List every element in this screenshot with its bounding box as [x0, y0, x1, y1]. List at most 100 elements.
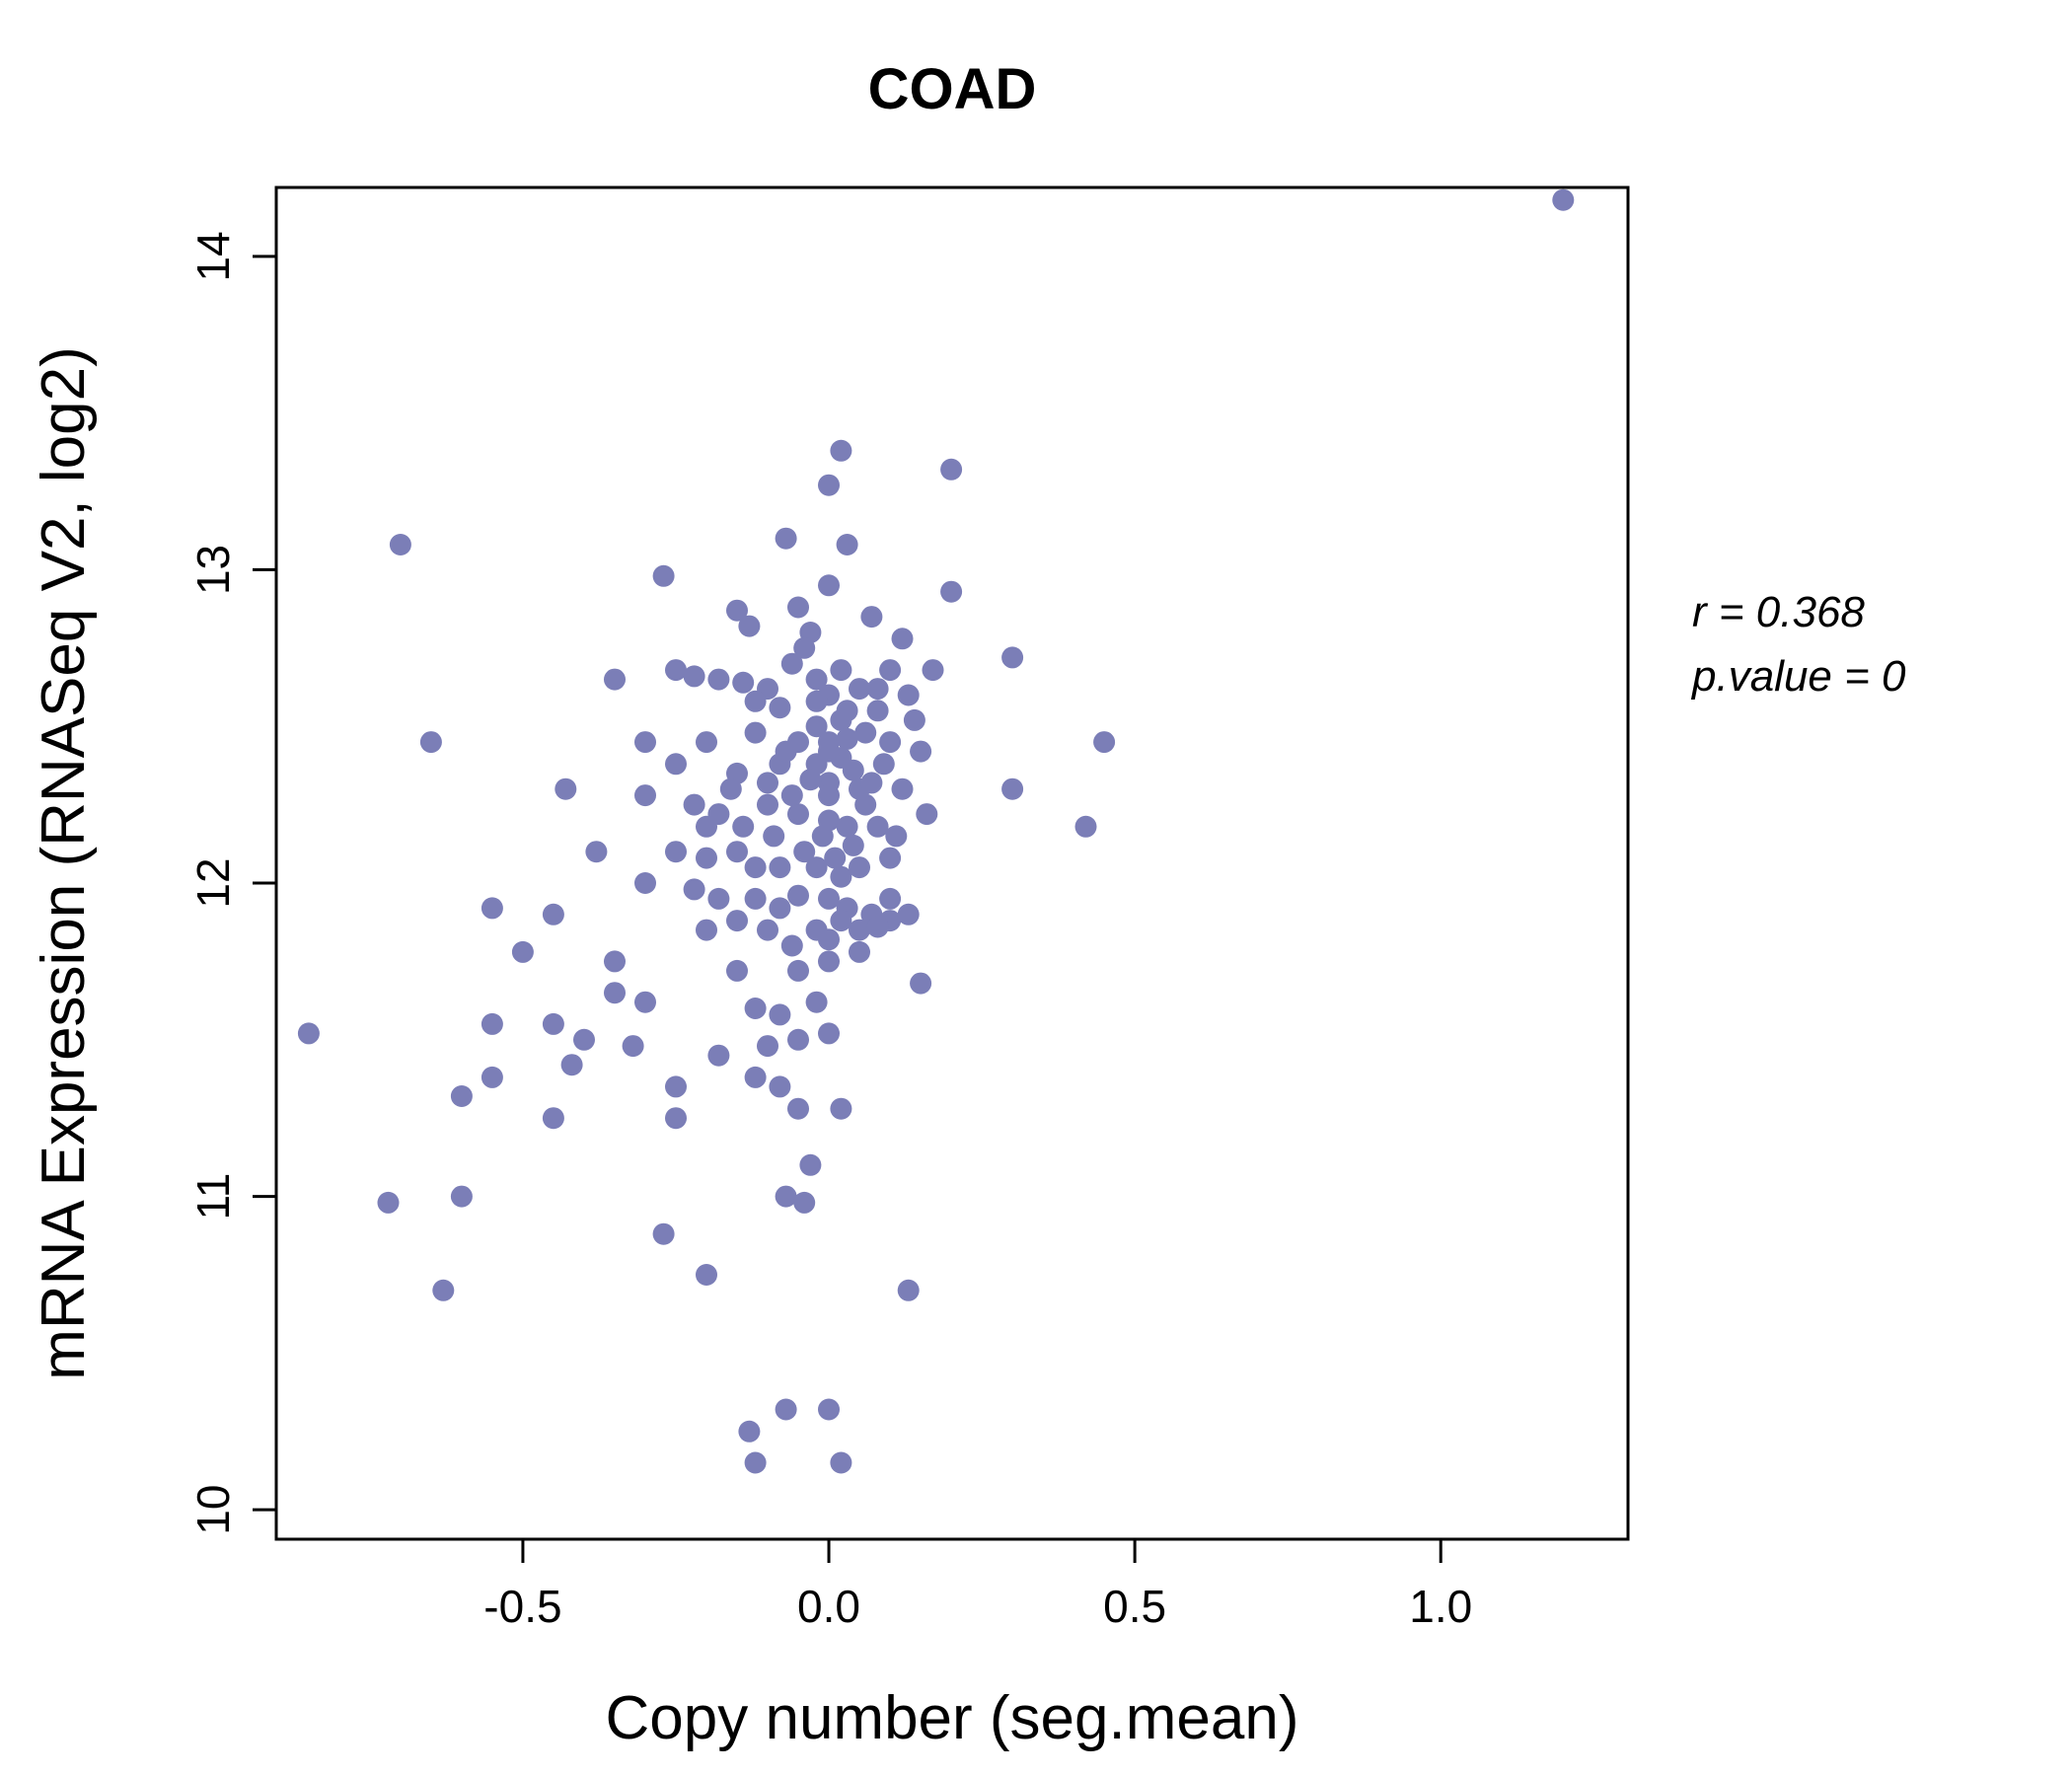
data-point — [604, 982, 626, 1004]
data-point — [744, 721, 767, 744]
data-point — [836, 534, 858, 555]
data-point — [860, 772, 883, 794]
data-point — [940, 580, 963, 603]
data-point — [830, 865, 852, 888]
data-point — [604, 668, 626, 691]
data-point — [818, 574, 840, 597]
data-point — [879, 731, 902, 754]
data-point — [787, 596, 809, 619]
data-point — [787, 1097, 809, 1120]
data-point — [665, 1075, 687, 1098]
data-point — [897, 903, 920, 925]
data-point — [481, 897, 503, 920]
data-point — [707, 1044, 730, 1067]
plot-border — [274, 185, 1630, 1541]
data-point — [634, 991, 656, 1013]
data-point — [726, 841, 748, 863]
data-point — [830, 1097, 852, 1120]
data-point — [780, 934, 803, 957]
data-point — [842, 759, 864, 781]
data-point — [866, 700, 889, 722]
data-point — [450, 1085, 473, 1107]
data-point — [830, 439, 852, 462]
data-point — [799, 769, 822, 791]
y-axis-label: mRNA Expression (RNASeq V2, log2) — [30, 346, 98, 1380]
data-point — [696, 1264, 717, 1286]
data-point — [389, 534, 411, 555]
data-point — [665, 841, 687, 863]
data-point — [818, 784, 840, 807]
data-point — [744, 1451, 767, 1474]
data-point — [542, 903, 564, 925]
data-point — [793, 636, 816, 659]
data-point — [849, 678, 870, 701]
y-tick-label: 14 — [187, 231, 239, 281]
y-tick-label: 13 — [187, 545, 239, 595]
data-point — [805, 991, 828, 1013]
data-point — [1552, 188, 1575, 211]
data-point — [665, 753, 687, 776]
data-point — [866, 815, 889, 838]
data-point — [849, 856, 870, 879]
data-point — [836, 815, 858, 838]
data-point — [879, 659, 902, 682]
data-point — [738, 615, 761, 637]
data-point — [916, 803, 938, 826]
data-point — [849, 940, 870, 963]
x-axis-label: Copy number (seg.mean) — [606, 1684, 1299, 1752]
data-point — [604, 950, 626, 973]
data-point — [696, 919, 717, 941]
data-point — [634, 872, 656, 894]
data-point — [818, 740, 840, 763]
data-point — [696, 815, 717, 838]
data-point — [744, 856, 767, 879]
data-point — [757, 793, 778, 816]
data-point — [769, 1003, 791, 1026]
data-point — [726, 910, 748, 932]
scatter-points — [297, 188, 1575, 1474]
data-point — [885, 825, 908, 848]
data-point — [707, 668, 730, 691]
data-point — [830, 708, 852, 731]
data-point — [696, 731, 717, 754]
data-point — [922, 659, 944, 682]
data-point — [805, 690, 828, 712]
data-point — [683, 793, 705, 816]
data-point — [634, 731, 656, 754]
data-point — [769, 697, 791, 719]
data-point — [744, 1066, 767, 1088]
data-point — [849, 919, 870, 941]
data-point — [879, 887, 902, 910]
y-tick-label: 10 — [187, 1485, 239, 1535]
data-point — [818, 887, 840, 910]
data-point — [665, 659, 687, 682]
data-point — [419, 731, 442, 754]
data-point — [775, 527, 797, 550]
data-point — [481, 1066, 503, 1088]
data-point — [744, 998, 767, 1019]
data-point — [665, 1107, 687, 1130]
data-point — [775, 1398, 797, 1421]
data-point — [818, 950, 840, 973]
data-point — [555, 777, 577, 800]
data-point — [818, 1398, 840, 1421]
data-point — [854, 793, 877, 816]
data-point — [818, 928, 840, 951]
data-point — [811, 825, 834, 848]
data-point — [872, 753, 895, 776]
data-point — [830, 1451, 852, 1474]
data-point — [769, 856, 791, 879]
data-point — [824, 847, 847, 869]
data-point — [793, 841, 816, 863]
data-point — [1093, 731, 1116, 754]
data-point — [866, 678, 889, 701]
data-point — [903, 708, 925, 731]
data-point — [910, 740, 932, 763]
data-point — [818, 474, 840, 496]
data-point — [940, 458, 963, 481]
x-tick-label: 0.0 — [797, 1581, 860, 1632]
data-point — [432, 1279, 455, 1301]
data-point — [542, 1107, 564, 1130]
data-point — [910, 972, 932, 995]
